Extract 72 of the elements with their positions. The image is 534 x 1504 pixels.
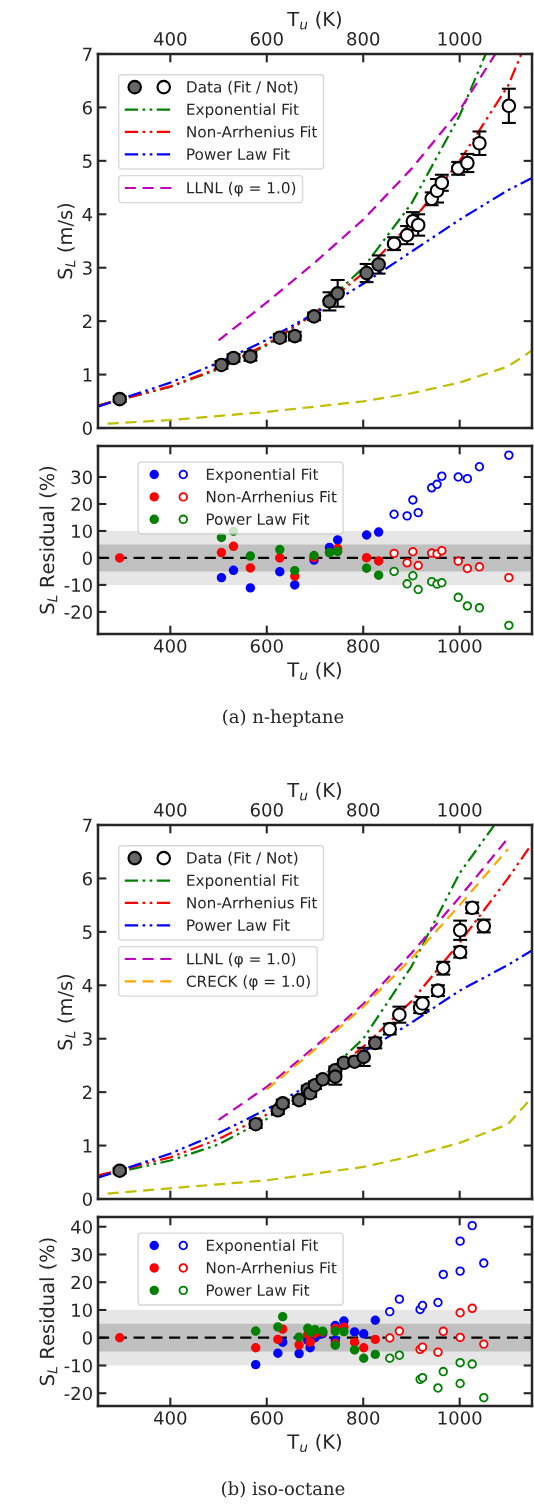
y-tick-label: 5: [83, 925, 92, 939]
y-tick-label: 0: [82, 1331, 92, 1345]
x-tick-label: 600: [250, 802, 283, 817]
x-tick-label: 1000: [438, 802, 482, 817]
legend-label: CRECK (φ = 1.0): [186, 975, 310, 990]
y-tick-label: 1: [83, 1139, 92, 1153]
x-tick-label: 600: [250, 1411, 283, 1425]
y-tick-label: -20: [64, 1386, 92, 1401]
x-tick-label: 400: [153, 31, 187, 46]
x-tick-label: 1000: [438, 1411, 482, 1425]
y-tick-label: -10: [64, 1358, 92, 1373]
x-tick-label: 800: [347, 1411, 380, 1425]
y-tick-label: 6: [82, 100, 92, 115]
legend-label: Data (Fit / Not): [187, 851, 298, 866]
x-tick-label: 800: [347, 639, 380, 653]
x-axis-title: T$_{u}$ (K): [287, 11, 341, 30]
legend-label: Power Law Fit: [187, 919, 290, 931]
legend-label: Exponential Fit: [187, 874, 299, 890]
legend-label: Exponential Fit: [206, 468, 319, 483]
legend-label: LLNL (φ = 1.0): [187, 181, 296, 197]
x-tick-label: 800: [347, 802, 380, 817]
legend-label: Non-Arrhenius Fit: [187, 896, 318, 909]
y-tick-label: 2: [82, 1085, 92, 1099]
y-tick-label: 30: [71, 1247, 92, 1262]
y-tick-label: 30: [71, 470, 92, 485]
y-tick-label: 7: [83, 47, 92, 61]
y-tick-label: 4: [82, 978, 93, 993]
x-tick-label: 400: [153, 1411, 187, 1425]
y-axis-title: S$_{L}$ Residual (%): [39, 1238, 58, 1386]
y-tick-label: -10: [64, 578, 92, 593]
y-axis-title: S$_{L}$ Residual (%): [39, 466, 58, 614]
x-tick-label: 1000: [438, 639, 482, 653]
y-tick-label: 0: [82, 551, 92, 566]
y-tick-label: 10: [72, 1303, 92, 1318]
legend-label: Power Law Fit: [206, 1284, 310, 1296]
y-tick-label: 7: [83, 818, 92, 832]
x-tick-label: 600: [250, 31, 283, 46]
x-axis-title: T$_{u}$ (K): [287, 661, 341, 681]
x-tick-label: 800: [347, 31, 380, 46]
legend-label: Non-Arrhenius Fit: [206, 490, 337, 503]
y-tick-label: -20: [64, 605, 92, 619]
y-tick-label: 1: [83, 368, 92, 382]
text: (a) n-heptane: [223, 709, 344, 727]
y-tick-label: 4: [82, 207, 93, 222]
y-tick-label: 0: [82, 1192, 92, 1207]
y-tick-label: 20: [71, 497, 92, 512]
x-axis-title: T$_{u}$ (K): [287, 1433, 341, 1453]
y-tick-label: 0: [82, 421, 92, 436]
x-tick-label: 400: [153, 639, 187, 653]
legend-label: Non-Arrhenius Fit: [206, 1261, 337, 1274]
y-tick-label: 2: [82, 314, 92, 328]
legend-label: LLNL (φ = 1.0): [187, 952, 296, 968]
y-tick-label: 3: [83, 261, 92, 275]
x-tick-label: 1000: [438, 31, 482, 46]
legend-label: Power Law Fit: [187, 148, 290, 160]
y-axis-title: S$_{L}$ (m/s): [57, 203, 76, 279]
legend-label: Power Law Fit: [206, 513, 310, 525]
y-tick-label: 20: [71, 1275, 92, 1290]
text: (b) iso-octane: [222, 1481, 345, 1498]
y-tick-label: 3: [83, 1032, 92, 1046]
legend-label: Exponential Fit: [187, 103, 299, 119]
legend-label: Exponential Fit: [206, 1239, 319, 1255]
y-tick-label: 5: [83, 154, 92, 168]
legend-label: Data (Fit / Not): [187, 80, 298, 95]
x-axis-title: T$_{u}$ (K): [287, 782, 341, 801]
legend-label: Non-Arrhenius Fit: [187, 125, 318, 138]
x-tick-label: 400: [153, 802, 187, 817]
y-tick-label: 10: [72, 524, 92, 539]
y-axis-title: S$_{L}$ (m/s): [57, 974, 76, 1050]
y-tick-label: 40: [71, 1220, 92, 1234]
y-tick-label: 6: [82, 871, 92, 886]
x-tick-label: 600: [250, 639, 283, 653]
